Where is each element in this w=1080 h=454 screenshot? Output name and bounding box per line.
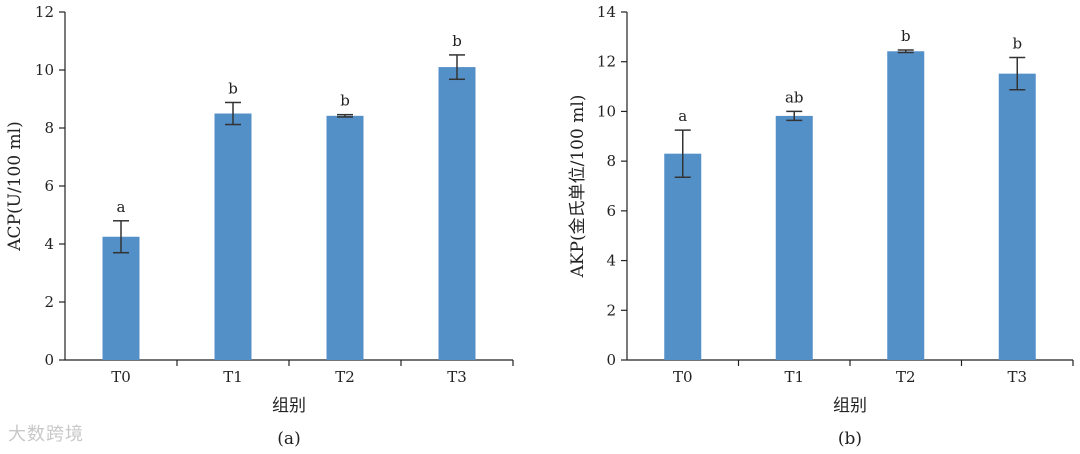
chart-b-bar-t0 bbox=[664, 153, 702, 360]
chart-a-x-axis-title: 组别 bbox=[272, 396, 306, 416]
chart-b-significance-label: b bbox=[901, 27, 911, 45]
chart-a-significance-label: b bbox=[452, 32, 462, 50]
chart-b-y-tick-label: 10 bbox=[597, 102, 616, 120]
chart-a-bar-t3 bbox=[438, 67, 476, 360]
chart-a-y-tick-label: 12 bbox=[35, 3, 54, 21]
chart-a-panel-label: (a) bbox=[277, 429, 300, 449]
chart-b-x-tick-label: T0 bbox=[673, 368, 693, 386]
chart-b-y-tick-label: 4 bbox=[606, 252, 616, 270]
chart-a-y-axis-title: ACP(U/100 ml) bbox=[5, 121, 25, 251]
chart-a-y-tick-label: 0 bbox=[44, 351, 54, 369]
chart-a-significance-label: b bbox=[228, 79, 238, 97]
chart-b-y-tick-label: 12 bbox=[597, 53, 616, 71]
chart-a-bar-t2 bbox=[326, 115, 364, 360]
chart-b-x-tick-label: T1 bbox=[784, 368, 804, 386]
chart-a-y-tick-label: 6 bbox=[44, 177, 54, 195]
chart-b-bar-t3 bbox=[998, 73, 1036, 360]
chart-a-x-tick-label: T2 bbox=[335, 368, 355, 386]
chart-b-x-axis-title: 组别 bbox=[833, 396, 867, 416]
chart-a-y-tick-label: 10 bbox=[35, 61, 54, 79]
chart-b-x-tick-label: T3 bbox=[1007, 368, 1027, 386]
chart-b-y-tick-label: 2 bbox=[606, 301, 616, 319]
chart-a-y-tick-label: 8 bbox=[44, 119, 54, 137]
chart-b-y-tick-label: 6 bbox=[606, 202, 616, 220]
chart-a-x-tick-label: T1 bbox=[223, 368, 243, 386]
chart-b-x-tick-label: T2 bbox=[896, 368, 916, 386]
chart-a-significance-label: b bbox=[340, 92, 350, 110]
chart-b-significance-label: b bbox=[1012, 34, 1022, 52]
chart-b-significance-label: ab bbox=[785, 88, 804, 106]
chart-b-y-tick-label: 14 bbox=[597, 3, 616, 21]
chart-a-y-tick-label: 2 bbox=[44, 293, 54, 311]
chart-b-y-tick-label: 0 bbox=[606, 351, 616, 369]
chart-b-y-tick-label: 8 bbox=[606, 152, 616, 170]
chart-a-significance-label: a bbox=[117, 198, 126, 216]
chart-a-y-tick-label: 4 bbox=[44, 235, 54, 253]
chart-b-significance-label: a bbox=[678, 107, 687, 125]
chart-b-panel-label: (b) bbox=[838, 429, 862, 449]
chart-a-x-tick-label: T3 bbox=[447, 368, 467, 386]
watermark-text: 大数跨境 bbox=[8, 424, 84, 445]
chart-b-bar-t1 bbox=[775, 115, 813, 360]
chart-b-bar-t2 bbox=[887, 51, 925, 360]
chart-a-bar-t0 bbox=[102, 236, 140, 360]
chart-a-bar-t1 bbox=[214, 113, 252, 360]
chart-b-y-axis-title: AKP(金氏单位/100 ml) bbox=[568, 95, 588, 279]
chart-a-x-tick-label: T0 bbox=[111, 368, 131, 386]
